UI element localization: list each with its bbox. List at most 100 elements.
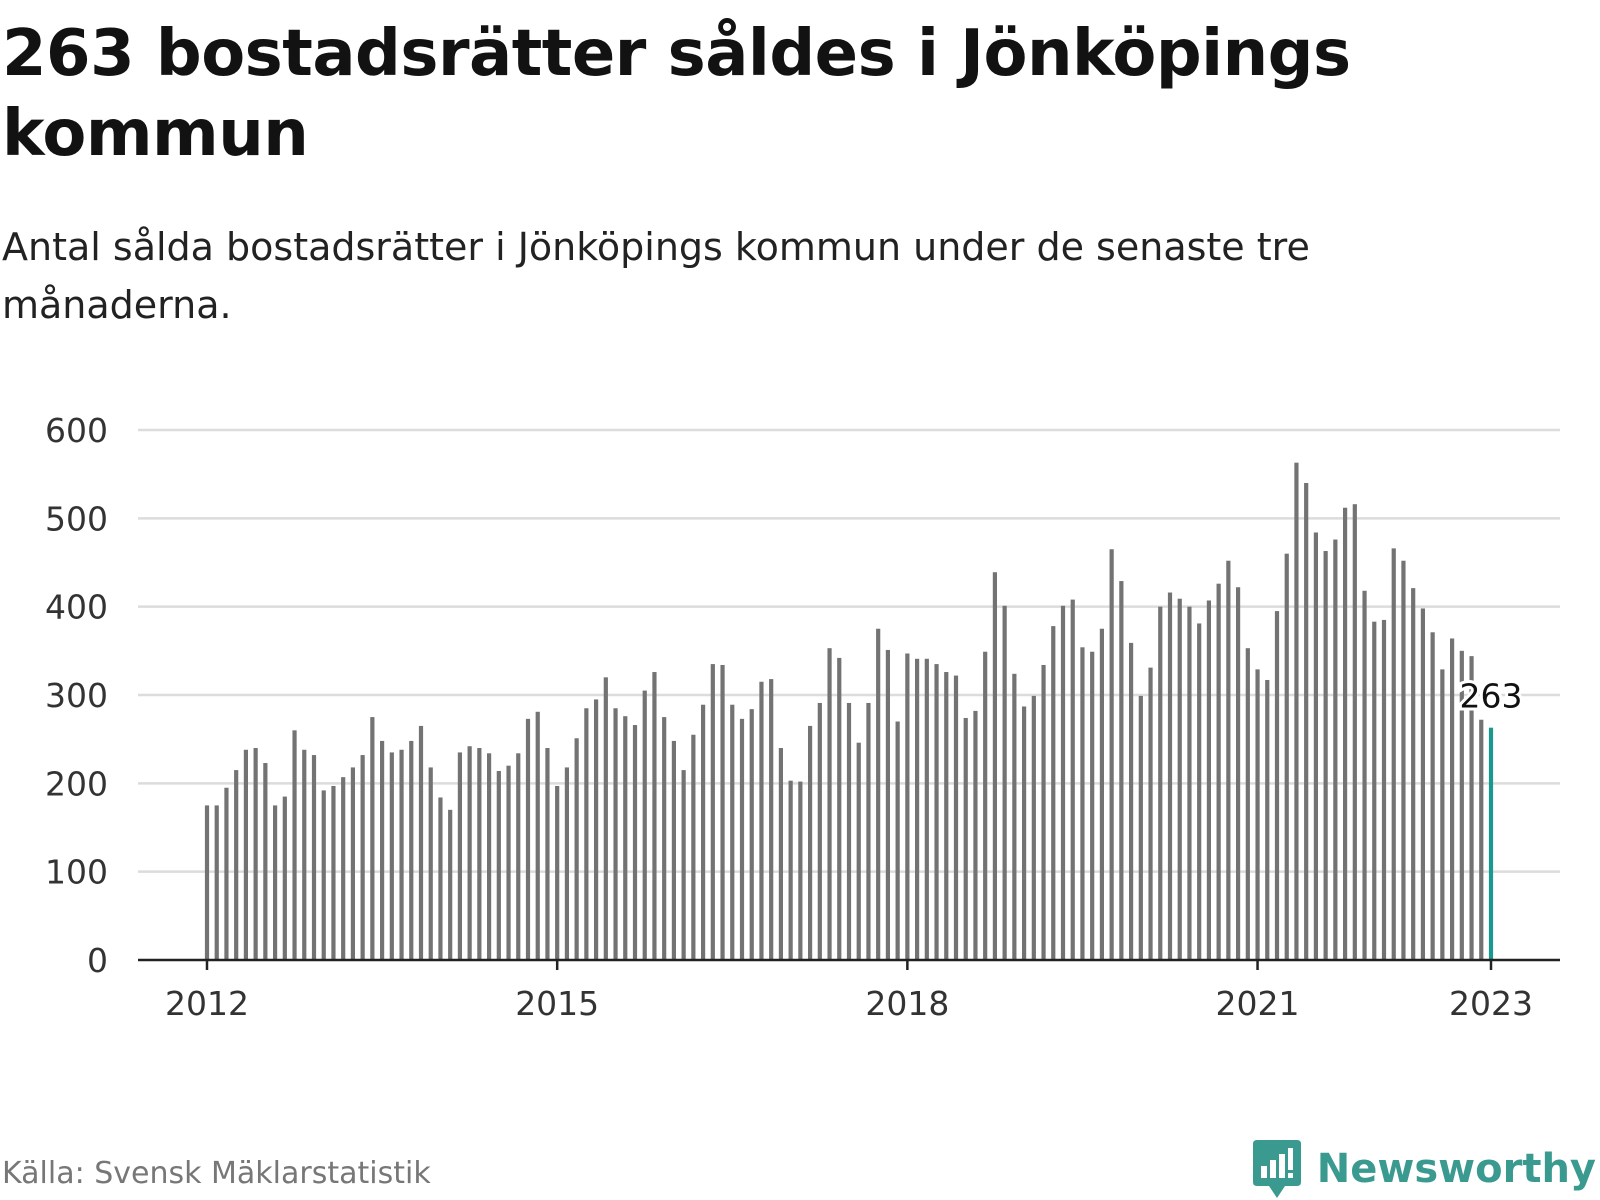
bar: [360, 755, 365, 960]
bar: [642, 690, 647, 960]
bar: [593, 699, 599, 960]
bar: [914, 658, 920, 960]
x-tick-label: 2018: [865, 984, 949, 1023]
bar: [516, 753, 521, 960]
bar: [1197, 623, 1202, 960]
bar: [486, 753, 492, 960]
bar: [846, 702, 852, 960]
bar: [837, 657, 842, 960]
bar: [1352, 504, 1357, 960]
axes: 0 100 200 300 400 500 600 263 2012 2015 2018 2021 20…: [45, 411, 1560, 1023]
bar: [282, 796, 287, 960]
bar: [253, 748, 258, 960]
bar-chart: 0 100 200 300 400 500 600 263 2012 2015 2018 2021 20…: [45, 411, 1560, 1023]
bar: [1284, 553, 1289, 960]
bar: [876, 628, 881, 960]
bar: [856, 742, 861, 960]
bar: [379, 740, 385, 960]
bar: [1177, 598, 1182, 960]
y-tick-label: 100: [45, 853, 108, 892]
bar: [1148, 667, 1153, 960]
bar: [1372, 621, 1377, 960]
bar: [924, 658, 929, 960]
bar: [496, 770, 501, 960]
bar: [564, 767, 570, 960]
bar: [234, 770, 239, 960]
bar: [399, 749, 404, 960]
bar: [1333, 539, 1338, 960]
bar: [632, 725, 638, 960]
y-tick-label: 600: [45, 411, 108, 450]
bar: [525, 718, 531, 960]
bar: [1128, 642, 1134, 960]
bar: [885, 649, 891, 960]
bar: [448, 809, 453, 960]
bar: [1479, 719, 1484, 960]
chart-subtitle: Antal sålda bostadsrätter i Jönköpings k…: [2, 225, 1310, 327]
bar: [1060, 605, 1066, 960]
bar: [341, 777, 346, 960]
bar: [584, 708, 589, 960]
bar: [603, 677, 608, 960]
bar: [1206, 600, 1212, 960]
bar: [1401, 560, 1406, 960]
x-tick-label: 2023: [1449, 984, 1533, 1023]
bar: [1245, 648, 1250, 960]
bar: [1002, 605, 1007, 960]
bar: [1090, 651, 1095, 960]
bar: [302, 749, 307, 960]
bar: [1420, 608, 1426, 960]
bar: [623, 716, 628, 960]
bar: [263, 763, 268, 960]
bar: [1235, 587, 1241, 960]
source-note: Källa: Svensk Mäklarstatistik: [2, 1156, 431, 1191]
y-tick-label: 0: [87, 941, 108, 980]
bar: [555, 785, 560, 960]
bar: [1294, 462, 1299, 960]
bars: [204, 462, 1494, 960]
bar: [1012, 673, 1017, 960]
bar: [1440, 669, 1445, 960]
bar: [1430, 632, 1435, 960]
bar: [1459, 650, 1464, 960]
bar: [778, 748, 784, 960]
bar: [204, 805, 210, 960]
bar: [944, 672, 949, 960]
y-tick-label: 200: [45, 764, 108, 803]
grid-lines: [138, 428, 1560, 873]
bar: [506, 765, 511, 960]
brand: Newsworthy: [1251, 1138, 1596, 1200]
bar: [428, 767, 433, 960]
bar: [1109, 549, 1114, 960]
bar: [1070, 599, 1075, 960]
bar: [1167, 592, 1173, 960]
y-tick-label: 300: [45, 676, 108, 715]
bar: [1449, 638, 1455, 960]
bar: [457, 752, 463, 960]
bar: [788, 780, 793, 960]
bar: [720, 664, 725, 960]
bar: [895, 721, 900, 960]
x-tick-label: 2015: [515, 984, 599, 1023]
value-label-latest: 263: [1460, 677, 1523, 716]
bar: [1216, 583, 1221, 960]
bar: [1362, 590, 1367, 960]
bar: [1051, 626, 1056, 960]
bar: [477, 748, 482, 960]
bar: [272, 805, 278, 960]
bar: [535, 711, 540, 960]
bar: [671, 740, 677, 960]
bar: [1119, 581, 1124, 960]
bar: [662, 717, 667, 960]
bar: [1342, 507, 1348, 960]
bar: [1469, 656, 1474, 960]
bar: [311, 755, 317, 960]
bar: [1313, 532, 1319, 960]
bar: [1265, 679, 1270, 960]
bar-chart-speech-bubble-icon: [1252, 1140, 1301, 1198]
bar: [963, 717, 968, 960]
bar: [827, 648, 832, 960]
bar: [730, 704, 735, 960]
chart-title: 263 bostadsrätter såldes i Jönköpings ko…: [2, 17, 1351, 171]
bar: [1099, 628, 1105, 960]
